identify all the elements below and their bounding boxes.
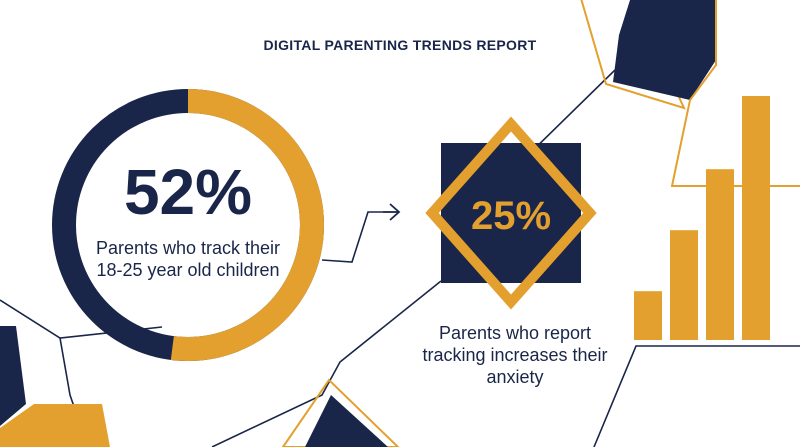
connector-line bbox=[321, 211, 383, 263]
connector-line bbox=[593, 345, 800, 447]
gold-outline-bottom-center bbox=[281, 378, 400, 447]
secondary-stat-value: 25% bbox=[470, 194, 552, 238]
bar-4 bbox=[742, 96, 770, 340]
bar-3 bbox=[706, 169, 734, 340]
diamond-gold-border bbox=[425, 116, 597, 310]
navy-shape-bottom-left bbox=[0, 326, 26, 426]
bar-graphic bbox=[634, 96, 770, 340]
page-title: DIGITAL PARENTING TRENDS REPORT bbox=[263, 37, 537, 53]
hexagon-top-right bbox=[613, 0, 716, 100]
connector-line bbox=[211, 280, 442, 447]
arrow-icon bbox=[383, 203, 401, 221]
diamond-navy-square bbox=[441, 143, 581, 283]
navy-shape-bottom-center bbox=[305, 395, 388, 447]
bar-1 bbox=[634, 291, 662, 340]
bar-2 bbox=[670, 230, 698, 340]
primary-stat-caption: Parents who track their 18-25 year old c… bbox=[95, 238, 281, 280]
diamond-graphic bbox=[425, 116, 597, 310]
secondary-stat-caption: Parents who report tracking increases th… bbox=[422, 323, 608, 387]
gold-shape-bottom-left bbox=[0, 404, 110, 447]
ring-progress bbox=[52, 89, 324, 361]
percentage-ring bbox=[52, 89, 324, 361]
primary-stat-value: 52% bbox=[123, 156, 253, 228]
